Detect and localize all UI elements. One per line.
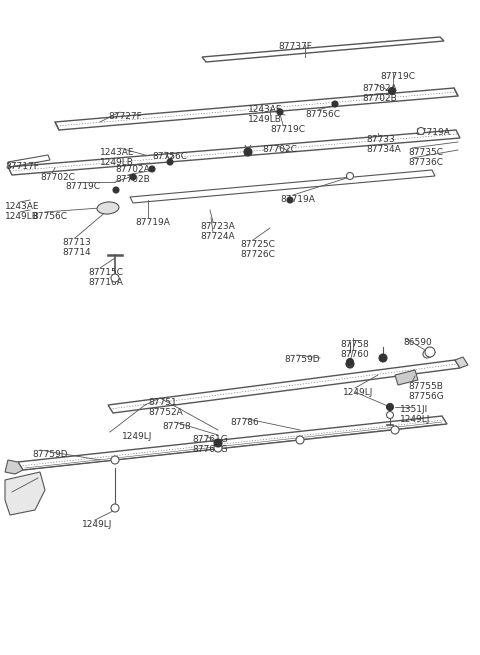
Circle shape bbox=[167, 159, 173, 165]
Circle shape bbox=[332, 101, 338, 107]
Text: 87755B: 87755B bbox=[408, 382, 443, 391]
Ellipse shape bbox=[97, 202, 119, 214]
Text: 87719C: 87719C bbox=[380, 72, 415, 81]
Text: 87759D: 87759D bbox=[284, 355, 320, 364]
Text: 87762G: 87762G bbox=[192, 445, 228, 454]
Circle shape bbox=[379, 354, 387, 362]
Polygon shape bbox=[5, 472, 45, 515]
Text: 87737F: 87737F bbox=[278, 42, 312, 51]
Circle shape bbox=[346, 360, 354, 368]
Circle shape bbox=[418, 128, 424, 134]
Text: 87752A: 87752A bbox=[148, 408, 183, 417]
Circle shape bbox=[391, 426, 399, 434]
Text: 87735C: 87735C bbox=[408, 148, 443, 157]
Text: 1243AE: 1243AE bbox=[248, 105, 283, 114]
Text: 87716A: 87716A bbox=[88, 278, 123, 287]
Text: 87756G: 87756G bbox=[408, 392, 444, 401]
Text: 87719C: 87719C bbox=[65, 182, 100, 191]
Circle shape bbox=[388, 88, 396, 94]
Text: 87760: 87760 bbox=[340, 350, 369, 359]
Circle shape bbox=[386, 411, 394, 419]
Text: 87756C: 87756C bbox=[152, 152, 187, 161]
Polygon shape bbox=[395, 370, 418, 385]
Text: 87756C: 87756C bbox=[32, 212, 67, 221]
Text: 1249LB: 1249LB bbox=[5, 212, 39, 221]
Circle shape bbox=[149, 166, 155, 172]
Text: 87719A: 87719A bbox=[135, 218, 170, 227]
Text: 87719A: 87719A bbox=[415, 128, 450, 137]
Text: 1249LJ: 1249LJ bbox=[343, 388, 373, 397]
Text: 87702B: 87702B bbox=[115, 175, 150, 184]
Circle shape bbox=[287, 197, 293, 203]
Text: 87759D: 87759D bbox=[32, 450, 68, 459]
Text: 86590: 86590 bbox=[403, 338, 432, 347]
Circle shape bbox=[214, 439, 222, 447]
Circle shape bbox=[111, 456, 119, 464]
Circle shape bbox=[277, 109, 283, 115]
Text: 87786: 87786 bbox=[230, 418, 259, 427]
Text: 1249LJ: 1249LJ bbox=[82, 520, 112, 529]
Text: 87702A: 87702A bbox=[362, 84, 397, 93]
Text: 1249LJ: 1249LJ bbox=[122, 432, 152, 441]
Text: 87702C: 87702C bbox=[40, 173, 75, 182]
Text: 87734A: 87734A bbox=[366, 145, 401, 154]
Polygon shape bbox=[455, 357, 468, 368]
Text: 87733: 87733 bbox=[366, 135, 395, 144]
Text: 87758: 87758 bbox=[162, 422, 191, 431]
Text: 1351JI: 1351JI bbox=[400, 405, 428, 414]
Text: 87723A: 87723A bbox=[200, 222, 235, 231]
Circle shape bbox=[244, 148, 252, 156]
Text: 87751: 87751 bbox=[148, 398, 177, 407]
Circle shape bbox=[423, 350, 431, 358]
Circle shape bbox=[347, 358, 353, 365]
Text: 87713: 87713 bbox=[62, 238, 91, 247]
Text: 87702B: 87702B bbox=[362, 94, 397, 103]
Text: 1249LJ: 1249LJ bbox=[400, 415, 431, 424]
Text: 87761G: 87761G bbox=[192, 435, 228, 444]
Text: 1249LB: 1249LB bbox=[248, 115, 282, 124]
Text: 87724A: 87724A bbox=[200, 232, 235, 241]
Circle shape bbox=[113, 187, 119, 193]
Circle shape bbox=[130, 174, 136, 180]
Text: 87717F: 87717F bbox=[5, 162, 39, 171]
Text: 87719C: 87719C bbox=[270, 125, 305, 134]
Text: 87725C: 87725C bbox=[240, 240, 275, 249]
Text: 87715C: 87715C bbox=[88, 268, 123, 277]
Circle shape bbox=[111, 504, 119, 512]
Text: 87714: 87714 bbox=[62, 248, 91, 257]
Circle shape bbox=[111, 274, 119, 282]
Text: 87758: 87758 bbox=[340, 340, 369, 349]
Text: 1243AE: 1243AE bbox=[100, 148, 134, 157]
Text: 87719A: 87719A bbox=[280, 195, 315, 204]
Circle shape bbox=[296, 436, 304, 444]
Text: 87726C: 87726C bbox=[240, 250, 275, 259]
Circle shape bbox=[347, 172, 353, 179]
Text: 87736C: 87736C bbox=[408, 158, 443, 167]
Polygon shape bbox=[5, 460, 23, 474]
Circle shape bbox=[386, 403, 394, 411]
Text: 87727F: 87727F bbox=[108, 112, 142, 121]
Text: 87702A: 87702A bbox=[115, 165, 150, 174]
Circle shape bbox=[425, 347, 435, 357]
Text: 87756C: 87756C bbox=[305, 110, 340, 119]
Text: 87702C: 87702C bbox=[262, 145, 297, 154]
Text: 1243AE: 1243AE bbox=[5, 202, 39, 211]
Text: 1249LB: 1249LB bbox=[100, 158, 134, 167]
Circle shape bbox=[214, 444, 222, 452]
